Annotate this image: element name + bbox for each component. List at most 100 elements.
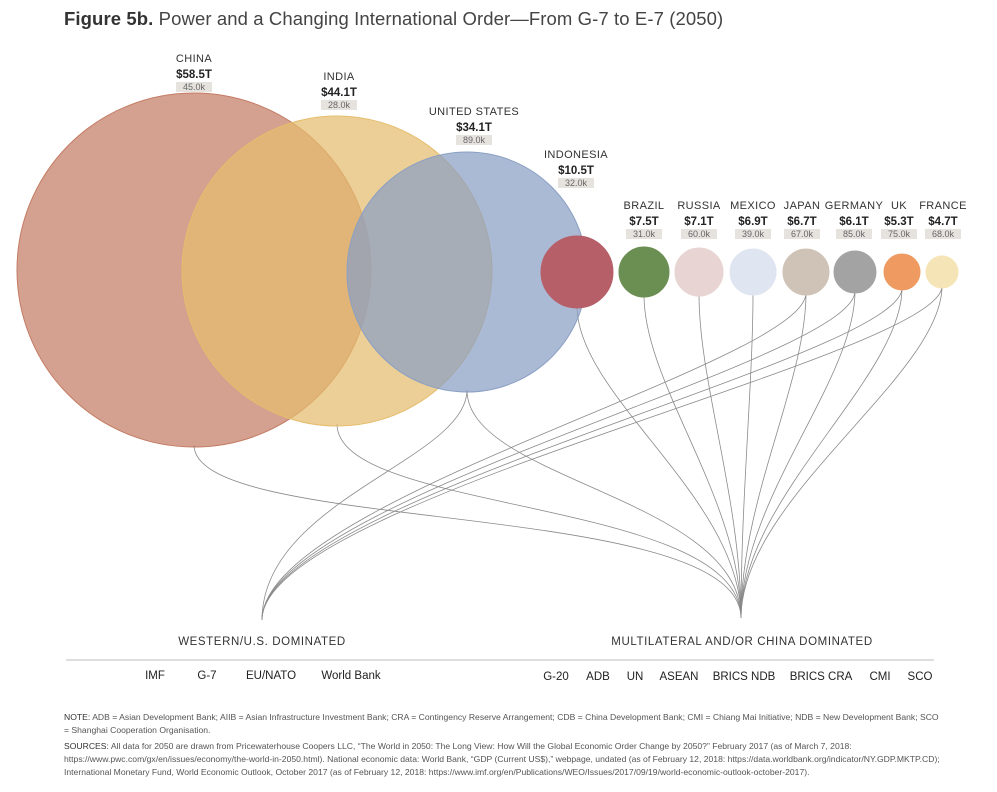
circle-mexico <box>729 248 777 296</box>
country-gdp: $44.1T <box>321 87 357 99</box>
circle-uk <box>883 253 921 291</box>
link-united-states-western <box>261 389 468 621</box>
country-gdp-per-capita: 68.0k <box>932 229 955 239</box>
institution-adb: ADB <box>586 671 610 683</box>
country-gdp: $6.9T <box>738 216 767 228</box>
link-japan-western <box>261 292 807 621</box>
note-label: NOTE: <box>64 712 91 722</box>
link-russia-multilateral <box>698 293 742 619</box>
institution-brics-ndb: BRICS NDB <box>713 671 776 683</box>
country-gdp: $7.1T <box>684 216 713 228</box>
country-gdp: $34.1T <box>456 122 492 134</box>
country-name: FRANCE <box>919 200 967 212</box>
institution-asean: ASEAN <box>660 671 699 683</box>
sources: SOURCES: All data for 2050 are drawn fro… <box>64 740 944 779</box>
per-capita-box <box>176 82 212 92</box>
per-capita-box <box>925 229 961 239</box>
country-gdp-per-capita: 39.0k <box>742 229 765 239</box>
link-brazil-multilateral <box>643 294 742 619</box>
country-gdp-per-capita: 89.0k <box>463 135 486 145</box>
institution-cmi: CMI <box>869 671 890 683</box>
group-label-multilateral: MULTILATERAL AND/OR CHINA DOMINATED <box>611 636 872 648</box>
institution-eu-nato: EU/NATO <box>246 670 296 682</box>
country-gdp: $58.5T <box>176 69 212 81</box>
link-france-western <box>261 285 943 621</box>
link-india-multilateral <box>336 423 742 619</box>
figure-title: Figure 5b. Power and a Changing Internat… <box>64 8 723 30</box>
country-gdp-per-capita: 85.0k <box>843 229 866 239</box>
country-name: CHINA <box>176 53 212 65</box>
group-label-western: WESTERN/U.S. DOMINATED <box>178 636 346 648</box>
country-name: UNITED STATES <box>429 106 519 118</box>
link-germany-multilateral <box>740 290 856 619</box>
per-capita-box <box>836 229 872 239</box>
note-text: ADB = Asian Development Bank; AIIB = Asi… <box>64 712 939 735</box>
per-capita-box <box>558 178 594 188</box>
country-gdp: $5.3T <box>884 216 913 228</box>
connection-lines <box>193 285 943 621</box>
institution-g-20: G-20 <box>543 671 569 683</box>
figure-title-text: Power and a Changing International Order… <box>158 8 724 29</box>
link-japan-multilateral <box>740 292 807 619</box>
country-name: INDIA <box>323 71 355 83</box>
circle-russia <box>674 247 724 297</box>
per-capita-box <box>881 229 917 239</box>
circle-indonesia <box>540 235 614 309</box>
country-name: BRAZIL <box>624 200 665 212</box>
country-gdp-per-capita: 28.0k <box>328 100 351 110</box>
institution-sco: SCO <box>908 671 933 683</box>
country-gdp: $7.5T <box>629 216 658 228</box>
link-mexico-multilateral <box>740 292 754 619</box>
per-capita-box <box>321 100 357 110</box>
sources-label: SOURCES: <box>64 741 109 751</box>
per-capita-box <box>626 229 662 239</box>
country-gdp-per-capita: 31.0k <box>633 229 656 239</box>
country-gdp: $4.7T <box>928 216 957 228</box>
link-germany-western <box>261 290 856 621</box>
link-france-multilateral <box>740 285 943 619</box>
country-name: UK <box>891 200 907 212</box>
country-gdp-per-capita: 75.0k <box>888 229 911 239</box>
circle-brazil <box>618 246 670 298</box>
circle-germany <box>833 250 877 294</box>
country-gdp-per-capita: 60.0k <box>688 229 711 239</box>
institution-un: UN <box>627 671 644 683</box>
country-gdp-per-capita: 32.0k <box>565 178 588 188</box>
circle-france <box>925 255 959 289</box>
country-name: RUSSIA <box>677 200 721 212</box>
per-capita-box <box>456 135 492 145</box>
country-gdp: $10.5T <box>558 165 594 177</box>
institution-world-bank: World Bank <box>321 670 380 682</box>
institution-imf: IMF <box>145 670 165 682</box>
figure-number: Figure 5b. <box>64 8 154 29</box>
link-united-states-multilateral <box>466 389 742 619</box>
link-uk-western <box>261 287 903 621</box>
country-name: JAPAN <box>784 200 821 212</box>
institution-labels: IMF G-7 EU/NATO World Bank G-20 ADB UN ASEAN BRI… <box>145 670 932 683</box>
country-name: MEXICO <box>730 200 776 212</box>
institution-brics-cra: BRICS CRA <box>790 671 853 683</box>
country-gdp-per-capita: 45.0k <box>183 82 206 92</box>
per-capita-box <box>681 229 717 239</box>
link-uk-multilateral <box>740 287 903 619</box>
link-china-multilateral <box>193 444 742 619</box>
per-capita-box <box>784 229 820 239</box>
country-gdp-per-capita: 67.0k <box>791 229 814 239</box>
link-indonesia-multilateral <box>576 305 742 619</box>
country-gdp: $6.7T <box>787 216 816 228</box>
country-name: GERMANY <box>825 200 884 212</box>
institution-g-7: G-7 <box>197 670 216 682</box>
circle-japan <box>782 248 830 296</box>
country-name: INDONESIA <box>544 149 608 161</box>
country-bubbles <box>16 92 959 448</box>
